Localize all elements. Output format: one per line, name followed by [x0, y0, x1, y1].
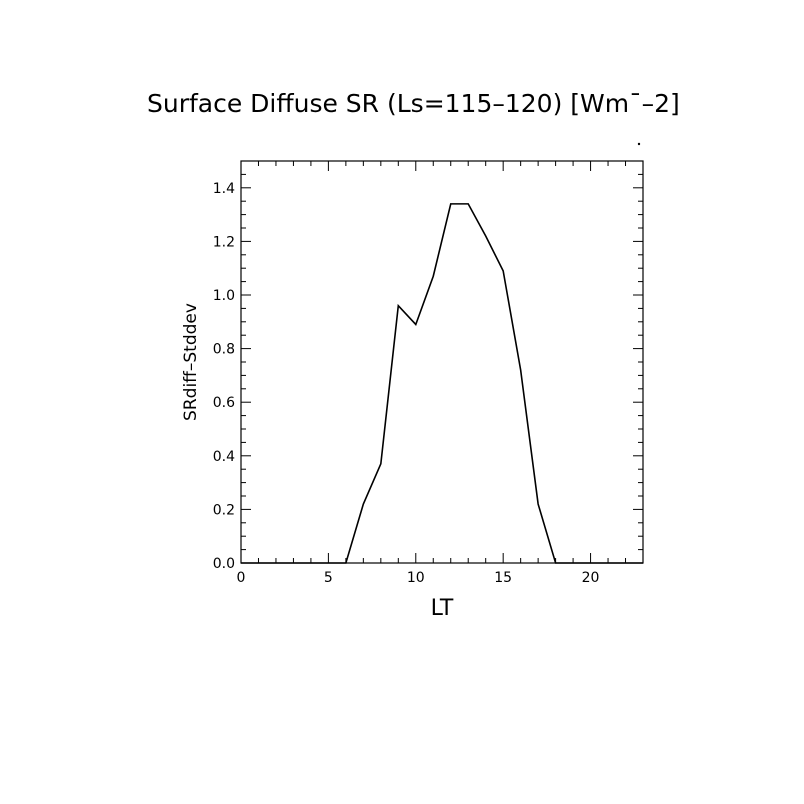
y-tick-label: 0.4 — [213, 449, 235, 465]
y-tick-label: 0.2 — [213, 502, 235, 518]
y-tick-label: 1.4 — [213, 181, 235, 197]
x-tick-label: 20 — [582, 570, 600, 586]
x-tick-label: 0 — [237, 570, 246, 586]
y-tick-label: 0.0 — [213, 556, 235, 572]
y-tick-label: 0.8 — [213, 342, 235, 358]
x-tick-label: 15 — [494, 570, 512, 586]
axis-tick-labels: 0 5 10 15 20 0.0 0.2 0.4 0.6 0.8 1.0 1.2 1.4 — [213, 181, 600, 586]
y-tick-label: 1.2 — [213, 234, 235, 250]
x-axis-title: LT — [431, 596, 454, 621]
series-line — [241, 203, 643, 564]
plot-frame — [240, 160, 644, 564]
y-tick-label: 1.0 — [213, 288, 235, 304]
y-axis-title: SRdiff–Stddev — [181, 303, 201, 421]
chart-title: Surface Diffuse SR (Ls=115–120) [Wm¯–2] — [147, 89, 680, 118]
x-tick-label: 10 — [407, 570, 425, 586]
x-tick-label: 5 — [324, 570, 333, 586]
corner-dot — [637, 142, 641, 146]
axis-ticks — [240, 160, 644, 564]
y-tick-label: 0.6 — [213, 395, 235, 411]
